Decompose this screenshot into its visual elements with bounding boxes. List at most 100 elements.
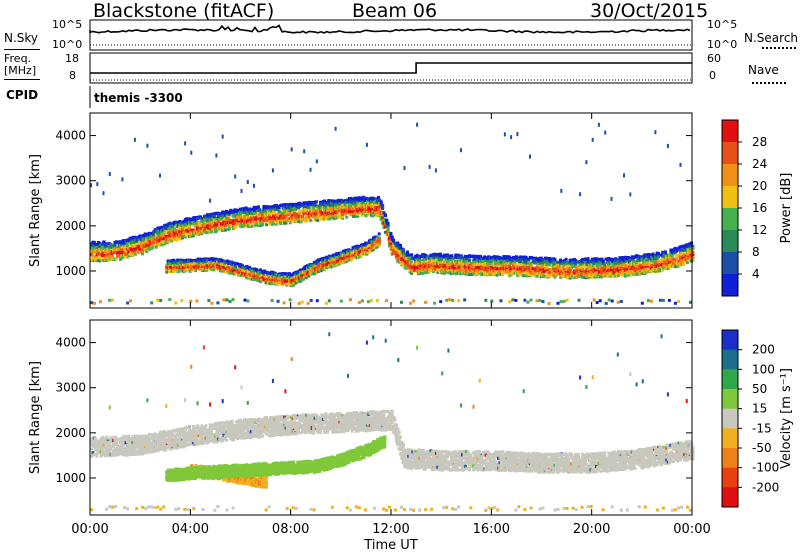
power-cell bbox=[229, 211, 233, 215]
power-cell bbox=[396, 245, 400, 249]
power-cell bbox=[336, 213, 340, 217]
power-cell bbox=[450, 255, 454, 259]
power-cell bbox=[524, 256, 528, 260]
power-cell bbox=[468, 273, 471, 277]
power-cell bbox=[134, 252, 138, 256]
power-cell bbox=[548, 271, 551, 275]
power-cell bbox=[197, 232, 201, 235]
power-cell bbox=[117, 247, 121, 251]
noise-left-top: 10^5 bbox=[52, 18, 83, 31]
power-cell bbox=[343, 199, 347, 203]
power-cell bbox=[274, 222, 278, 226]
power-cell bbox=[352, 210, 356, 213]
power-cell bbox=[218, 215, 222, 218]
power-cell bbox=[288, 221, 292, 225]
power-cell bbox=[127, 250, 131, 254]
power-cell bbox=[161, 234, 165, 238]
power-cell bbox=[443, 255, 447, 259]
power-cell bbox=[181, 221, 185, 225]
power-cell bbox=[497, 260, 500, 263]
power-cell bbox=[324, 207, 328, 211]
power-cell bbox=[188, 226, 191, 230]
power-cell bbox=[138, 249, 142, 253]
power-cell bbox=[481, 259, 485, 263]
station-title: Blackstone (fitACF) bbox=[93, 0, 275, 22]
power-cell bbox=[439, 254, 442, 258]
power-cell bbox=[172, 227, 176, 231]
power-cell bbox=[404, 262, 408, 266]
power-cell bbox=[597, 257, 601, 261]
power-cell bbox=[488, 262, 492, 266]
power-cell bbox=[579, 272, 583, 276]
power-cell bbox=[132, 235, 136, 239]
power-cell bbox=[272, 214, 276, 218]
power-cell bbox=[303, 205, 307, 209]
power-cell bbox=[510, 270, 514, 274]
power-cell bbox=[298, 205, 302, 209]
nave-label: Nave bbox=[748, 63, 779, 77]
power-cell bbox=[383, 225, 387, 229]
power-cell bbox=[128, 243, 132, 247]
power-cell bbox=[160, 243, 164, 247]
power-cell bbox=[153, 228, 157, 232]
power-cell bbox=[423, 271, 427, 275]
power-cell bbox=[530, 264, 534, 268]
power-cell bbox=[146, 236, 150, 240]
nsky-label: N.Sky bbox=[4, 31, 39, 45]
power-cell bbox=[236, 215, 240, 219]
power-cell bbox=[361, 211, 365, 215]
power-cell bbox=[375, 213, 379, 217]
power-cell bbox=[212, 268, 216, 272]
power-cell bbox=[193, 217, 197, 221]
power-cell bbox=[388, 236, 391, 240]
power-cell bbox=[614, 258, 618, 262]
power-cell bbox=[370, 200, 374, 204]
power-cell bbox=[421, 271, 425, 275]
power-cell bbox=[152, 233, 156, 237]
power-cell bbox=[124, 252, 128, 256]
power-cell bbox=[390, 235, 394, 239]
power-cell bbox=[256, 224, 260, 228]
power-cell bbox=[179, 233, 183, 237]
power-cell bbox=[256, 206, 260, 210]
power-cell bbox=[458, 260, 462, 264]
power-cell bbox=[332, 204, 336, 208]
power-cell bbox=[597, 260, 601, 264]
power-cell bbox=[107, 250, 111, 254]
power-cell bbox=[594, 259, 598, 263]
power-cell bbox=[189, 230, 193, 234]
power-cell bbox=[156, 231, 160, 235]
power-cell bbox=[121, 241, 125, 245]
noise-right-bottom: 10^0 bbox=[707, 38, 738, 51]
power-cell bbox=[273, 212, 277, 216]
power-cell bbox=[410, 271, 414, 275]
power-cell bbox=[418, 266, 422, 270]
power-cell bbox=[680, 248, 684, 252]
power-cell bbox=[378, 198, 382, 202]
power-cell bbox=[154, 245, 158, 249]
power-cell bbox=[556, 260, 560, 264]
power-cell bbox=[564, 257, 568, 261]
power-cell bbox=[408, 266, 412, 270]
power-cell bbox=[308, 209, 311, 213]
power-cell bbox=[200, 232, 204, 235]
power-cell bbox=[361, 201, 365, 204]
power-cell bbox=[240, 211, 244, 215]
power-cell bbox=[450, 254, 454, 258]
power-cell bbox=[105, 244, 109, 248]
power-cell bbox=[356, 212, 360, 216]
power-cell bbox=[621, 267, 625, 270]
power-cell bbox=[312, 206, 316, 209]
power-cell bbox=[434, 256, 438, 260]
power-cell bbox=[272, 210, 276, 213]
power-cell bbox=[284, 221, 288, 225]
power-cell bbox=[136, 242, 140, 246]
nsearch-label: N.Search bbox=[744, 31, 799, 45]
power-cell bbox=[160, 226, 164, 229]
power-cell bbox=[686, 261, 689, 265]
power-cell bbox=[189, 222, 193, 226]
power-cell bbox=[457, 253, 460, 257]
power-cell bbox=[262, 205, 266, 208]
power-cell bbox=[252, 209, 256, 212]
power-cell bbox=[659, 258, 663, 262]
